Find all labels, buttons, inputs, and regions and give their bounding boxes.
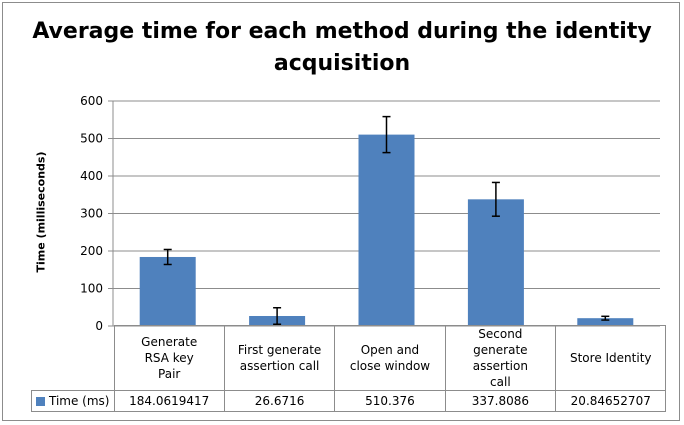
bar <box>577 318 634 326</box>
x-tick-label: Open and close window <box>334 325 446 391</box>
value-row: Time (ms) 184.0619417 26.6716 510.376 337.80… <box>31 390 667 412</box>
y-tick-label: 600 <box>80 94 103 108</box>
data-label: 20.84652707 <box>555 390 667 412</box>
bar <box>358 134 415 326</box>
y-tick-label: 100 <box>80 282 103 296</box>
data-label: 184.0619417 <box>113 390 225 412</box>
legend-key <box>36 397 45 406</box>
bar <box>467 199 524 326</box>
category-row: Generate RSA key Pair First generate asse… <box>31 325 667 391</box>
data-table: Generate RSA key Pair First generate asse… <box>31 325 667 412</box>
x-tick-label: Second generate assertion call <box>444 325 557 391</box>
x-tick-label: Generate RSA key Pair <box>113 325 225 391</box>
x-tick-text: Second generate assertion call <box>472 327 528 389</box>
y-tick-label: 200 <box>80 244 103 258</box>
data-label: 337.8086 <box>444 390 557 412</box>
chart-title: Average time for each method during the … <box>32 19 652 76</box>
x-tick-text: First generate assertion call <box>237 343 322 373</box>
table-corner <box>31 325 115 391</box>
legend-entry: Time (ms) <box>31 390 115 412</box>
y-tick-label: 400 <box>80 169 103 183</box>
y-tick-label: 500 <box>80 132 103 146</box>
data-label: 510.376 <box>334 390 446 412</box>
legend-label: Time (ms) <box>49 394 110 408</box>
data-label: 26.6716 <box>223 390 336 412</box>
x-tick-label: First generate assertion call <box>223 325 336 391</box>
x-tick-text: Store Identity <box>569 351 652 365</box>
y-tick-label: 300 <box>80 207 103 221</box>
x-tick-text: Open and close window <box>349 343 431 373</box>
bar <box>139 256 196 326</box>
x-tick-label: Store Identity <box>555 325 667 391</box>
x-tick-text: Generate RSA key Pair <box>141 335 198 381</box>
